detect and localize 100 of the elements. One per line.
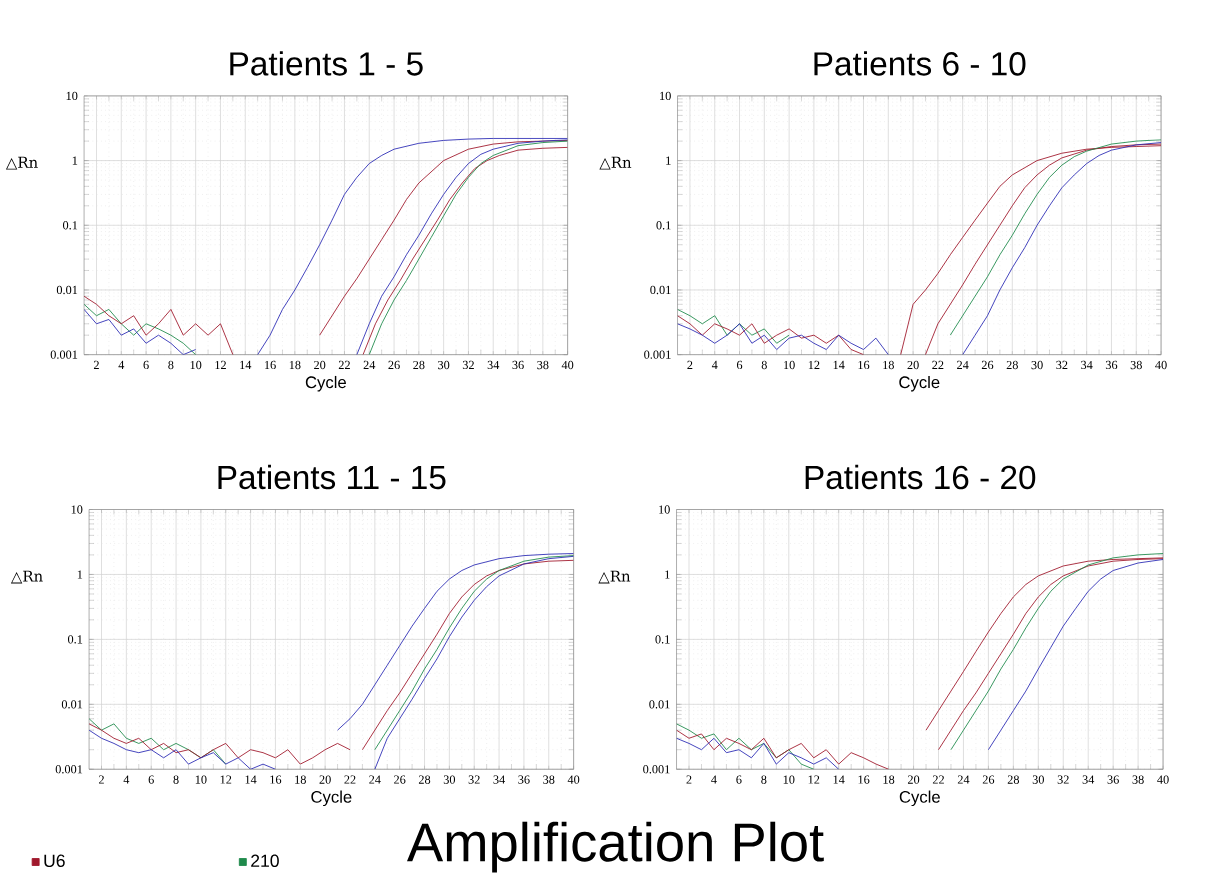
- x-tick-label: 4: [118, 360, 125, 369]
- x-tick-label: 12: [215, 360, 226, 369]
- x-tick-label: 8: [761, 360, 767, 369]
- x-tick-label: 38: [537, 360, 549, 369]
- y-tick-label: 10: [659, 505, 670, 514]
- x-tick-label: 26: [982, 775, 995, 784]
- x-tick-label: 40: [561, 360, 574, 369]
- y-axis-title: △Rn: [598, 570, 631, 584]
- x-tick-label: 34: [1082, 775, 1095, 784]
- x-tick-label: 12: [808, 775, 820, 784]
- x-tick-label: 8: [173, 775, 179, 784]
- y-tick-label: 0.1: [62, 220, 78, 230]
- x-tick-label: 38: [543, 775, 555, 784]
- x-tick-label: 30: [1031, 360, 1043, 369]
- x-tick-label: 34: [1081, 360, 1093, 369]
- x-tick-label: 30: [438, 360, 450, 369]
- y-tick-label: 10: [71, 505, 83, 514]
- x-tick-label: 40: [1155, 360, 1167, 369]
- x-tick-label: 14: [833, 775, 845, 784]
- x-tick-label: 4: [711, 775, 717, 784]
- y-tick-label: 0.001: [50, 350, 78, 359]
- x-tick-label: 20: [907, 360, 919, 369]
- x-tick-label: 36: [512, 360, 524, 369]
- x-tick-label: 32: [1057, 775, 1069, 784]
- y-tick-label: 10: [66, 91, 78, 100]
- x-tick-label: 14: [240, 360, 252, 369]
- chart-title: Patients 6 - 10: [814, 50, 1026, 76]
- x-tick-label: 12: [220, 775, 232, 784]
- x-tick-label: 36: [1105, 360, 1118, 369]
- x-tick-label: 24: [957, 360, 969, 369]
- legend-label: 210: [251, 854, 279, 867]
- x-tick-label: 18: [295, 775, 306, 784]
- y-tick-label: 0.01: [650, 285, 671, 294]
- chart-title: Patients 11 - 15: [218, 464, 446, 490]
- x-tick-label: 26: [388, 360, 400, 369]
- x-tick-label: 10: [190, 360, 202, 369]
- x-tick-label: 28: [1007, 775, 1020, 784]
- x-tick-label: 8: [168, 360, 174, 369]
- y-tick-label: 0.1: [655, 635, 670, 644]
- x-tick-label: 24: [363, 360, 376, 369]
- y-axis-title: △Rn: [10, 570, 43, 584]
- x-tick-label: 12: [808, 360, 820, 369]
- x-tick-label: 6: [143, 360, 149, 369]
- y-tick-label: 0.001: [55, 764, 83, 774]
- y-tick-label: 0.001: [643, 764, 670, 774]
- x-tick-label: 28: [418, 775, 431, 784]
- x-tick-label: 10: [195, 775, 207, 784]
- y-tick-label: 1: [666, 156, 671, 165]
- x-tick-label: 10: [784, 360, 795, 369]
- x-tick-label: 18: [883, 775, 895, 784]
- x-axis-title: Cycle: [899, 375, 940, 392]
- y-tick-label: 1: [77, 570, 83, 579]
- x-tick-label: 4: [123, 775, 130, 784]
- x-tick-label: 14: [833, 360, 845, 369]
- x-tick-label: 40: [1157, 775, 1169, 784]
- x-tick-label: 20: [319, 775, 331, 784]
- x-tick-label: 10: [783, 775, 795, 784]
- x-tick-label: 2: [98, 775, 104, 784]
- x-tick-label: 14: [245, 775, 257, 784]
- x-tick-label: 40: [567, 775, 580, 784]
- legend-label: U6: [44, 854, 65, 867]
- y-tick-label: 0.1: [656, 220, 671, 230]
- y-tick-label: 0.01: [649, 699, 670, 709]
- x-tick-label: 2: [687, 360, 693, 369]
- y-tick-label: 1: [72, 156, 78, 165]
- x-tick-label: 16: [264, 360, 276, 369]
- x-tick-label: 36: [1107, 775, 1119, 784]
- x-tick-label: 16: [270, 775, 282, 784]
- x-tick-label: 6: [736, 360, 743, 369]
- x-tick-label: 18: [883, 360, 894, 369]
- x-tick-label: 20: [314, 360, 326, 369]
- x-tick-label: 20: [907, 775, 920, 784]
- x-axis-title: Cycle: [305, 375, 346, 392]
- x-tick-label: 16: [858, 775, 870, 784]
- chart-title: Patients 1 - 5: [230, 50, 423, 76]
- x-tick-label: 24: [369, 775, 381, 784]
- x-tick-label: 34: [493, 775, 506, 784]
- x-tick-label: 22: [338, 360, 350, 369]
- x-tick-label: 22: [932, 775, 944, 784]
- x-tick-label: 2: [686, 775, 692, 784]
- x-tick-label: 34: [487, 360, 500, 369]
- x-tick-label: 26: [394, 775, 406, 784]
- y-tick-label: 0.01: [56, 285, 78, 294]
- y-tick-label: 0.1: [67, 635, 83, 644]
- x-tick-label: 4: [711, 360, 718, 369]
- y-tick-label: 1: [665, 570, 670, 579]
- x-tick-label: 16: [858, 360, 870, 369]
- y-axis-title: △Rn: [599, 156, 632, 170]
- y-tick-label: 0.001: [644, 350, 671, 359]
- x-tick-label: 22: [344, 775, 356, 784]
- x-axis-title: Cycle: [899, 790, 940, 806]
- x-tick-label: 30: [443, 775, 456, 784]
- x-tick-label: 36: [518, 775, 530, 784]
- x-tick-label: 28: [413, 360, 425, 369]
- text: Amplification Plot: [406, 821, 824, 873]
- x-tick-label: 38: [1130, 360, 1142, 369]
- y-tick-label: 10: [660, 91, 671, 100]
- x-tick-label: 38: [1132, 775, 1144, 784]
- x-tick-label: 32: [468, 775, 480, 784]
- x-tick-label: 8: [761, 775, 767, 784]
